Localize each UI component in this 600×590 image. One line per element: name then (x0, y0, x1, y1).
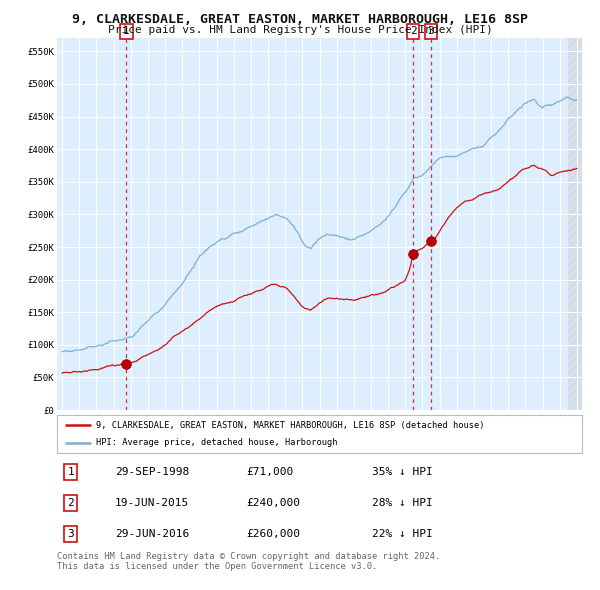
Text: 3: 3 (67, 529, 74, 539)
Text: £240,000: £240,000 (246, 498, 300, 508)
Bar (568, 38, 586, 410)
Text: 29-JUN-2016: 29-JUN-2016 (115, 529, 189, 539)
Text: 1: 1 (67, 467, 74, 477)
Text: 3: 3 (428, 27, 434, 37)
Text: 29-SEP-1998: 29-SEP-1998 (115, 467, 189, 477)
Text: 1: 1 (123, 27, 130, 37)
Text: 22% ↓ HPI: 22% ↓ HPI (372, 529, 433, 539)
Text: 2: 2 (410, 27, 416, 37)
Text: Contains HM Land Registry data © Crown copyright and database right 2024.
This d: Contains HM Land Registry data © Crown c… (57, 552, 440, 571)
Text: 19-JUN-2015: 19-JUN-2015 (115, 498, 189, 508)
Text: 28% ↓ HPI: 28% ↓ HPI (372, 498, 433, 508)
Text: 9, CLARKESDALE, GREAT EASTON, MARKET HARBOROUGH, LE16 8SP: 9, CLARKESDALE, GREAT EASTON, MARKET HAR… (72, 13, 528, 26)
Text: 9, CLARKESDALE, GREAT EASTON, MARKET HARBOROUGH, LE16 8SP (detached house): 9, CLARKESDALE, GREAT EASTON, MARKET HAR… (97, 421, 485, 430)
Text: HPI: Average price, detached house, Harborough: HPI: Average price, detached house, Harb… (97, 438, 338, 447)
Text: £260,000: £260,000 (246, 529, 300, 539)
Text: Price paid vs. HM Land Registry's House Price Index (HPI): Price paid vs. HM Land Registry's House … (107, 25, 493, 35)
Text: 2: 2 (67, 498, 74, 508)
Text: 35% ↓ HPI: 35% ↓ HPI (372, 467, 433, 477)
Text: £71,000: £71,000 (246, 467, 293, 477)
